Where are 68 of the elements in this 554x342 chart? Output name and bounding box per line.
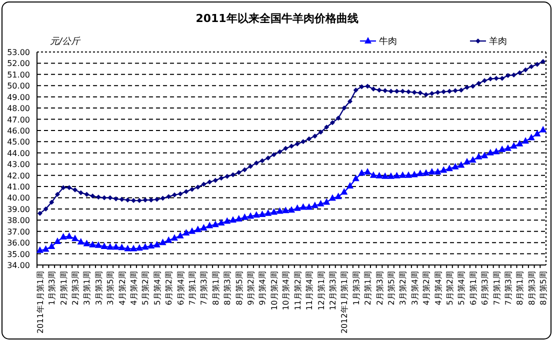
x-tick-label: 4月第4周	[130, 271, 139, 306]
x-tick-label: 5月第4周	[457, 271, 466, 306]
y-tick-label: 36.00	[7, 238, 30, 248]
x-tick-label: 6月第1周	[468, 271, 478, 306]
x-tick-label: 2月第3周	[71, 271, 80, 306]
x-tick-label: 12月第3周	[328, 271, 338, 310]
legend-label: 羊肉	[489, 36, 507, 47]
x-tick-label: 3月第3周	[94, 271, 104, 306]
x-tick-label: 8月第1周	[211, 271, 220, 306]
x-tick-label: 8月第3周	[527, 271, 536, 306]
x-tick-label: 1月第3周	[352, 271, 361, 306]
x-tick-label: 8月第3周	[223, 271, 232, 306]
x-tick-label: 9月第2周	[246, 271, 256, 306]
x-tick-label: 8月第5周	[234, 271, 244, 306]
y-axis-title: 元/公斤	[50, 36, 82, 47]
x-tick-label: 7月第1周	[188, 271, 198, 306]
chart-title: 2011年以来全国牛羊肉价格曲线	[196, 12, 358, 25]
y-tick-label: 49.00	[7, 92, 30, 102]
x-tick-label: 8月第5周	[539, 271, 548, 306]
x-tick-label: 10月第4周	[282, 271, 291, 310]
y-tick-label: 45.00	[7, 138, 30, 147]
y-tick-label: 52.00	[7, 59, 30, 68]
y-tick-label: 35.00	[7, 250, 30, 259]
x-tick-label: 2012年1月第1周	[340, 271, 350, 334]
y-tick-label: 44.00	[7, 148, 30, 158]
legend-label: 牛肉	[379, 36, 397, 47]
x-tick-label: 9月第4周	[258, 271, 268, 306]
x-tick-label: 7月第1周	[492, 271, 502, 306]
x-tick-label: 6月第4周	[176, 271, 186, 306]
x-tick-label: 8月第1周	[516, 271, 525, 306]
x-tick-label: 2月第5周	[386, 271, 396, 306]
x-tick-label: 6月第2周	[164, 271, 174, 306]
x-tick-label: 7月第3周	[504, 271, 513, 306]
x-tick-label: 11月第4周	[305, 271, 314, 310]
x-tick-label: 3月第5周	[106, 271, 116, 306]
y-tick-label: 51.00	[7, 70, 30, 80]
x-tick-label: 3月第1周	[82, 271, 92, 306]
x-tick-label: 3月第4周	[410, 271, 420, 306]
y-tick-label: 37.00	[7, 227, 30, 236]
x-tick-label: 12月第1周	[316, 271, 326, 310]
x-tick-label: 4月第2周	[118, 271, 127, 306]
x-tick-label: 2月第1周	[59, 271, 68, 306]
x-tick-label: 4月第2周	[422, 271, 432, 306]
x-tick-label: 2月第3周	[375, 271, 384, 306]
x-tick-label: 5月第4周	[152, 271, 162, 306]
y-tick-label: 43.00	[7, 160, 30, 170]
x-tick-label: 11月第2周	[293, 271, 302, 310]
y-tick-label: 34.00	[7, 261, 30, 270]
x-tick-label: 7月第3周	[200, 271, 209, 306]
x-tick-label: 1月第3周	[48, 271, 57, 306]
y-tick-label: 47.00	[7, 115, 30, 124]
x-tick-label: 2月第1周	[364, 271, 373, 306]
y-tick-label: 50.00	[7, 82, 30, 91]
y-tick-label: 40.00	[7, 194, 30, 203]
y-tick-label: 39.00	[7, 204, 30, 214]
y-tick-label: 42.00	[7, 171, 30, 180]
y-tick-label: 53.00	[7, 48, 30, 57]
x-tick-label: 5月第2周	[141, 271, 150, 306]
y-tick-label: 41.00	[7, 182, 30, 192]
x-tick-label: 6月第3周	[480, 271, 490, 306]
x-tick-label: 2011年1月第1周	[36, 271, 45, 334]
x-tick-label: 3月第2周	[398, 271, 408, 306]
y-tick-label: 48.00	[7, 104, 30, 114]
y-tick-label: 38.00	[7, 216, 30, 226]
y-tick-label: 46.00	[7, 126, 30, 136]
x-tick-label: 10月第2周	[270, 271, 279, 310]
x-tick-label: 4月第4周	[434, 271, 443, 306]
x-tick-label: 5月第2周	[445, 271, 454, 306]
